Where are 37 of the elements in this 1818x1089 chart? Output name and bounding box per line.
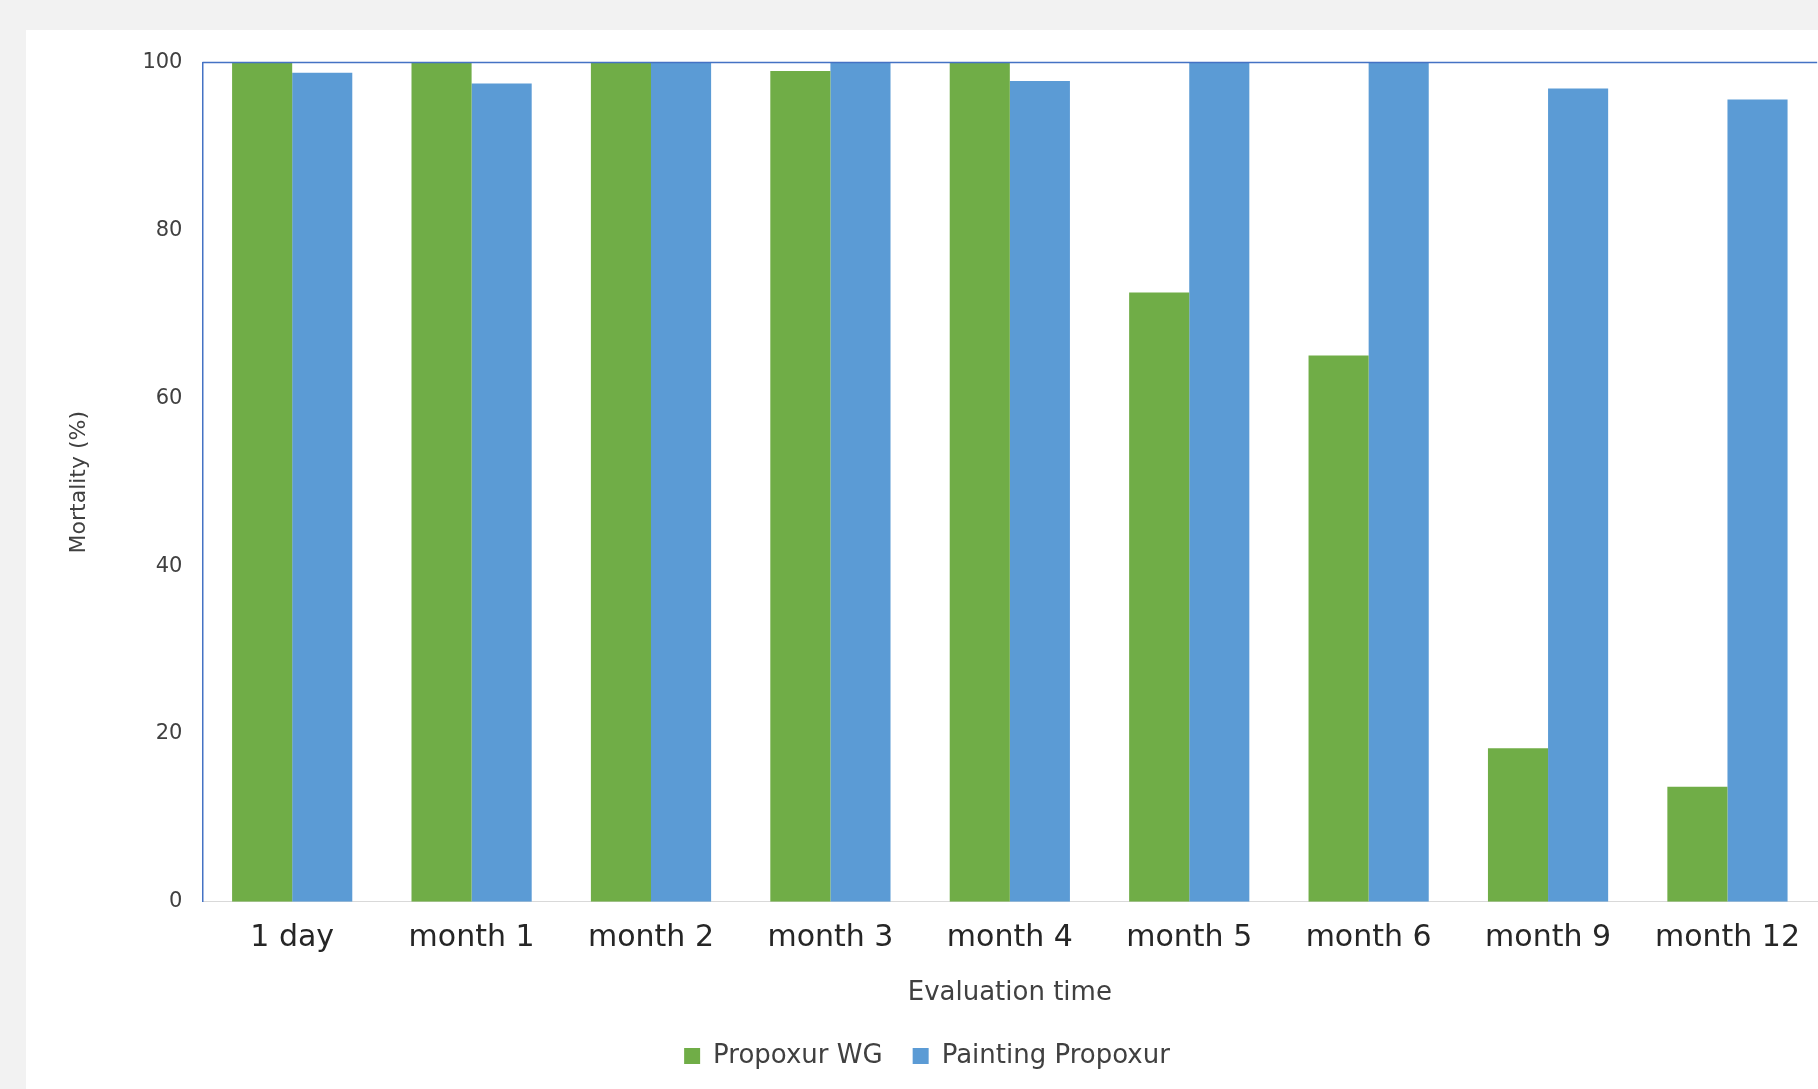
y-tick-label: 100 xyxy=(142,49,183,74)
y-tick-label: 20 xyxy=(155,720,183,745)
bar xyxy=(770,70,831,902)
bar xyxy=(292,72,353,902)
x-tick-label: month 1 xyxy=(408,917,535,953)
x-tick-label: month 6 xyxy=(1305,917,1432,953)
bar xyxy=(1129,292,1190,902)
x-axis-title: Evaluation time xyxy=(907,976,1112,1007)
x-tick-label: month 12 xyxy=(1654,917,1800,953)
bar xyxy=(1667,786,1728,902)
bar xyxy=(1548,88,1609,902)
bar xyxy=(471,83,532,902)
x-tick-label: month 4 xyxy=(946,917,1073,953)
bar xyxy=(830,62,891,902)
x-tick-label: 1 day xyxy=(250,917,335,953)
legend-label: Propoxur WG xyxy=(713,1038,883,1069)
y-tick-label: 0 xyxy=(169,888,183,913)
y-axis-title: Mortality (%) xyxy=(64,410,90,554)
y-tick-label: 40 xyxy=(155,552,183,577)
bar xyxy=(651,62,712,902)
x-tick-label: month 3 xyxy=(767,917,894,953)
x-tick-label: month 2 xyxy=(588,917,715,953)
x-tick-label: month 9 xyxy=(1485,917,1612,953)
bar xyxy=(411,62,472,902)
bar xyxy=(1189,62,1250,902)
bar xyxy=(1727,99,1788,902)
y-tick-label: 60 xyxy=(155,384,183,409)
bar xyxy=(1308,355,1369,902)
bar xyxy=(1368,62,1429,902)
bar xyxy=(232,62,293,902)
y-tick-label: 80 xyxy=(155,216,183,241)
bar xyxy=(1487,748,1549,902)
bar xyxy=(1009,81,1070,902)
bar xyxy=(949,62,1010,902)
bar xyxy=(590,62,652,902)
x-tick-label: month 5 xyxy=(1126,917,1253,953)
legend-label: Painting Propoxur xyxy=(941,1038,1171,1069)
